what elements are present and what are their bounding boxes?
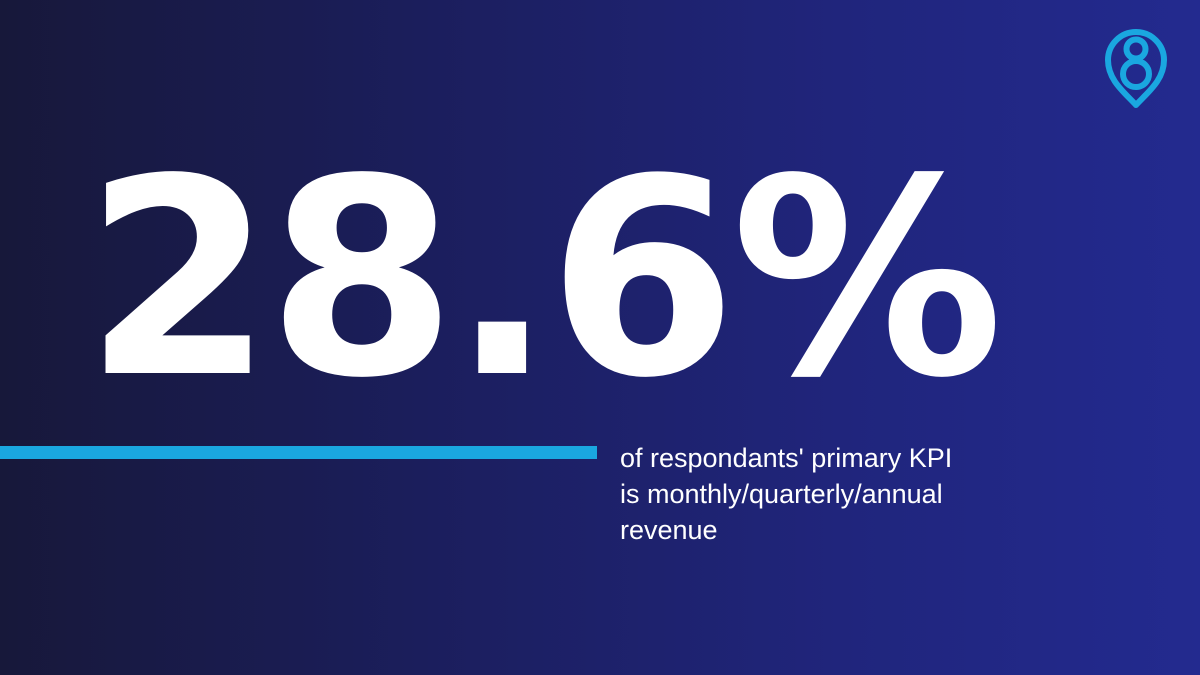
caption-line-3: revenue: [620, 515, 718, 545]
accent-divider: [0, 446, 597, 459]
stat-value: 28.6%: [84, 122, 1004, 438]
brand-logo: [1104, 26, 1168, 108]
location-pin-figure-eight-icon: [1105, 29, 1167, 108]
caption-line-2: is monthly/quarterly/annual: [620, 479, 943, 509]
stat-caption: of respondants' primary KPI is monthly/q…: [620, 440, 1040, 548]
caption-line-1: of respondants' primary KPI: [620, 443, 953, 473]
